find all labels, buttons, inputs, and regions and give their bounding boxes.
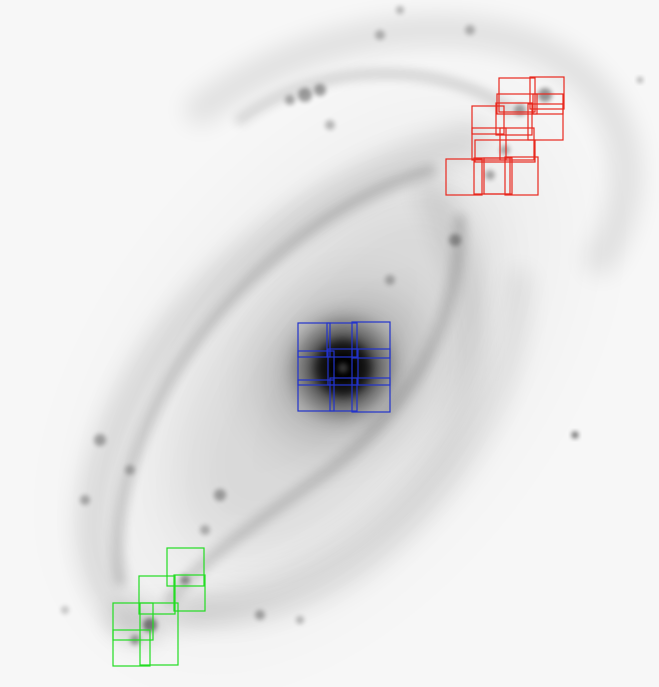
blue-box — [351, 348, 391, 386]
blue-box — [351, 321, 391, 359]
red-box — [495, 102, 533, 136]
red-box — [483, 157, 513, 195]
red-box-group — [445, 76, 565, 196]
red-box — [498, 77, 536, 113]
red-box — [499, 127, 535, 161]
green-box — [166, 547, 205, 587]
red-box — [529, 76, 565, 110]
blue-box-group — [297, 321, 391, 413]
green-box-group — [112, 547, 206, 667]
red-box — [504, 156, 539, 196]
red-box — [471, 105, 505, 135]
red-box — [532, 93, 564, 115]
blue-box — [297, 350, 335, 386]
galaxy-body — [61, 6, 643, 647]
green-box — [138, 575, 176, 615]
red-box — [496, 93, 538, 115]
blue-box — [297, 379, 335, 412]
blue-box — [297, 322, 331, 358]
green-box — [112, 602, 154, 641]
red-box — [527, 103, 564, 141]
red-box — [445, 158, 483, 196]
green-box — [173, 574, 206, 612]
green-box — [112, 629, 151, 667]
blue-box — [351, 377, 391, 413]
red-box — [471, 127, 507, 161]
green-box — [139, 602, 179, 666]
blue-box — [329, 377, 358, 412]
red-box — [474, 139, 536, 163]
blue-box — [326, 322, 358, 358]
blue-box — [327, 348, 359, 386]
